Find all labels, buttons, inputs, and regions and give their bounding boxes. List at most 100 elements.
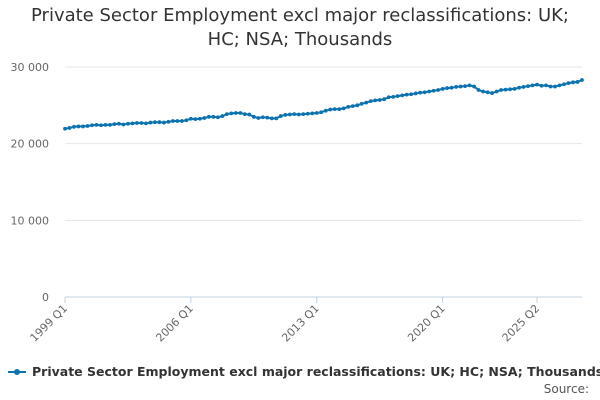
data-point <box>144 121 148 126</box>
data-point <box>166 119 171 124</box>
data-point <box>332 107 337 112</box>
data-point <box>382 97 387 102</box>
x-tick-label-1: 2006 Q1 <box>153 302 196 345</box>
data-point <box>251 114 256 119</box>
y-tick-label-3: 30 000 <box>11 61 50 74</box>
data-point <box>544 83 548 88</box>
data-point <box>386 95 391 100</box>
data-point <box>535 82 539 87</box>
data-point <box>171 119 175 123</box>
data-point <box>337 107 342 112</box>
data-point <box>364 100 369 105</box>
data-point <box>112 122 117 127</box>
data-point <box>229 111 234 116</box>
data-point <box>319 110 324 115</box>
data-point <box>184 118 189 123</box>
data-point <box>494 89 499 94</box>
data-point <box>211 114 216 119</box>
data-point <box>490 91 494 95</box>
y-tick-label-1: 10 000 <box>11 214 50 227</box>
data-point <box>126 121 130 126</box>
data-point <box>395 94 400 99</box>
data-point <box>566 81 571 85</box>
data-point <box>526 84 530 89</box>
data-point <box>310 111 315 116</box>
data-point <box>481 89 485 94</box>
data-point <box>63 126 67 131</box>
data-point <box>301 112 306 117</box>
data-point <box>341 106 346 111</box>
data-point <box>238 111 243 115</box>
data-point <box>265 115 270 120</box>
data-point <box>175 119 180 123</box>
data-point <box>242 112 247 117</box>
data-point <box>472 84 476 89</box>
data-point <box>562 82 566 87</box>
data-point <box>499 88 503 92</box>
data-point <box>485 90 490 95</box>
data-point <box>346 104 351 109</box>
data-point <box>305 111 310 116</box>
data-point <box>76 124 81 129</box>
data-point <box>94 122 99 127</box>
data-point <box>121 122 126 127</box>
x-tick-label-2: 2013 Q1 <box>279 302 322 345</box>
data-point <box>359 101 364 106</box>
y-tick-label-0: 0 <box>42 291 49 304</box>
data-point <box>117 121 121 126</box>
legend-series-label: Private Sector Employment excl major rec… <box>32 364 600 379</box>
x-tick-label-3: 2020 Q1 <box>405 302 448 345</box>
data-point <box>368 99 373 104</box>
series-line <box>64 79 583 130</box>
data-point <box>548 84 553 89</box>
data-point <box>81 124 85 129</box>
data-point <box>157 120 162 125</box>
data-point <box>287 112 292 117</box>
data-point <box>431 88 436 93</box>
data-point <box>260 115 265 120</box>
data-point <box>377 98 382 102</box>
chart-title-line-1: Private Sector Employment excl major rec… <box>31 5 569 26</box>
data-point <box>99 123 103 128</box>
data-point <box>422 90 427 95</box>
data-point <box>530 83 535 88</box>
data-point <box>328 107 333 112</box>
data-point <box>90 123 94 128</box>
data-point <box>247 112 252 117</box>
data-point <box>391 95 396 99</box>
data-point <box>521 85 526 89</box>
chart-title: Private Sector Employment excl major rec… <box>0 4 600 52</box>
data-point <box>350 104 355 108</box>
data-point <box>220 114 225 118</box>
data-point <box>206 114 211 119</box>
data-point <box>458 84 463 89</box>
data-point <box>153 120 157 125</box>
data-point <box>436 88 441 92</box>
data-point <box>274 116 279 121</box>
data-point <box>148 120 153 125</box>
x-tick-label-0: 1999 Q1 <box>28 302 71 345</box>
data-point <box>314 111 319 115</box>
x-tick-label-4: 2025 Q2 <box>500 302 543 345</box>
data-point <box>355 103 360 108</box>
data-point <box>580 78 584 82</box>
data-point <box>553 84 557 89</box>
data-point <box>215 115 220 120</box>
data-point <box>103 122 108 127</box>
data-point <box>440 86 445 91</box>
chart-title-line-2: HC; NSA; Thousands <box>207 29 393 50</box>
data-point <box>427 89 432 94</box>
data-point <box>508 87 512 92</box>
data-point <box>557 83 562 88</box>
data-point <box>193 117 198 122</box>
data-point <box>323 108 328 113</box>
data-point <box>503 87 508 92</box>
data-point <box>256 116 261 120</box>
data-point <box>108 122 112 127</box>
chart-legend[interactable]: Private Sector Employment excl major rec… <box>8 364 600 379</box>
source-label: Source: <box>543 382 589 396</box>
data-point <box>404 92 409 97</box>
data-point <box>539 83 544 88</box>
data-point <box>188 116 193 121</box>
